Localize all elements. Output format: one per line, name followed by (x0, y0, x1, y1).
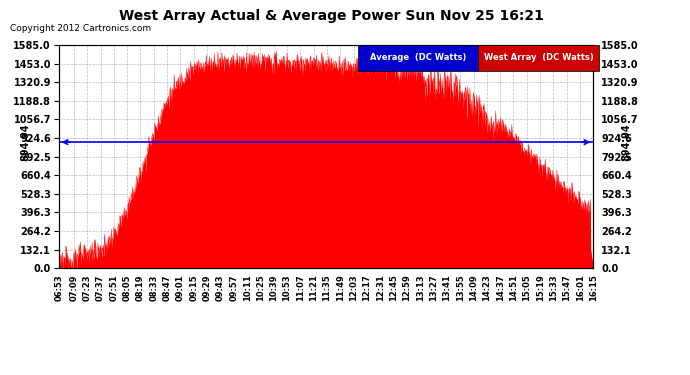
Text: 894.94: 894.94 (622, 123, 631, 161)
Text: West Array Actual & Average Power Sun Nov 25 16:21: West Array Actual & Average Power Sun No… (119, 9, 544, 23)
Text: Average  (DC Watts): Average (DC Watts) (370, 53, 466, 62)
Text: Copyright 2012 Cartronics.com: Copyright 2012 Cartronics.com (10, 24, 152, 33)
Text: West Array  (DC Watts): West Array (DC Watts) (484, 53, 593, 62)
Text: 894.94: 894.94 (21, 123, 30, 161)
